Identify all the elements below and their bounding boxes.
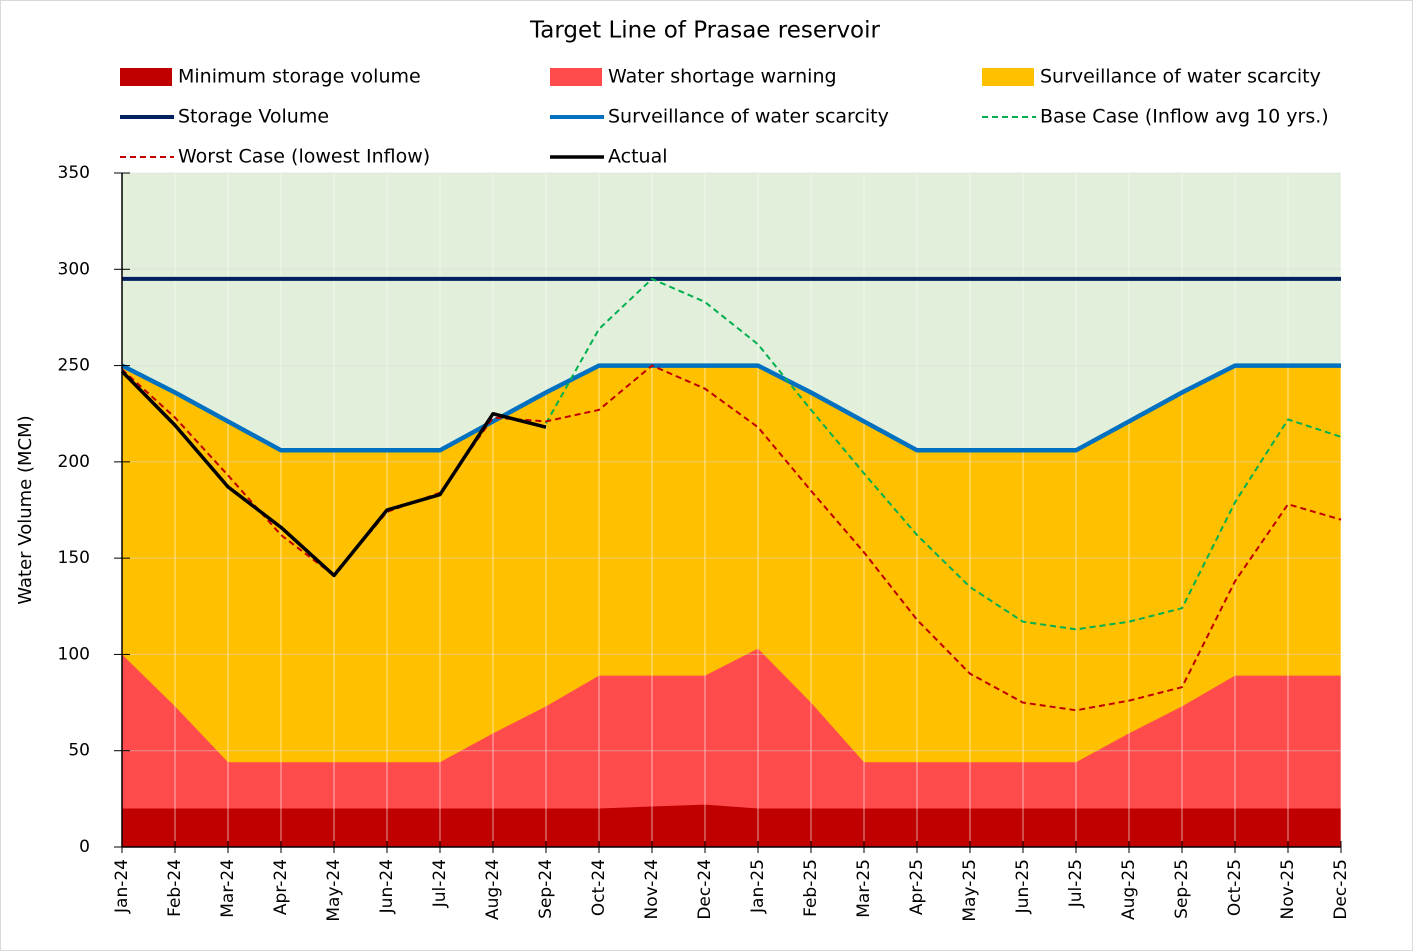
legend-swatch	[120, 68, 172, 86]
y-tick-label: 350	[58, 163, 90, 183]
x-tick-label: Apr-25	[907, 859, 927, 915]
legend-label: Surveillance of water scarcity	[1040, 66, 1321, 88]
area	[122, 365, 1341, 847]
x-tick-label: Nov-24	[642, 859, 662, 920]
x-tick-label: Jul-25	[1066, 859, 1086, 908]
x-tick-label: Mar-25	[854, 859, 874, 918]
y-tick-label: 300	[58, 259, 90, 279]
chart-title: Target Line of Prasae reservoir	[529, 18, 881, 44]
legend-label: Base Case (Inflow avg 10 yrs.)	[1040, 106, 1329, 128]
x-tick-label: Mar-24	[218, 859, 238, 918]
x-tick-label: Feb-25	[801, 859, 821, 917]
legend-label: Surveillance of water scarcity	[608, 106, 889, 128]
y-tick-label: 0	[79, 837, 90, 857]
x-tick-label: Sep-24	[536, 859, 556, 919]
area	[122, 648, 1341, 847]
legend-label: Worst Case (lowest Inflow)	[178, 146, 430, 168]
x-tick-label: Aug-24	[483, 859, 503, 920]
y-tick-label: 200	[58, 452, 90, 472]
x-tick-label: Jan-24	[112, 859, 132, 914]
y-tick-label: 50	[68, 741, 90, 761]
x-tick-label: Jan-25	[748, 859, 768, 914]
line	[120, 363, 1341, 453]
line	[545, 277, 1342, 631]
x-tick-label: Aug-25	[1119, 859, 1139, 920]
area	[122, 804, 1341, 847]
x-tick-label: Jun-25	[1013, 859, 1033, 914]
x-tick-label: Jul-24	[430, 859, 450, 908]
line	[120, 370, 547, 578]
legend-label: Water shortage warning	[608, 66, 837, 88]
x-tick-label: May-25	[960, 859, 980, 922]
y-tick-label: 150	[58, 548, 90, 568]
x-tick-label: Apr-24	[271, 859, 291, 915]
x-tick-label: Dec-25	[1331, 859, 1351, 920]
x-tick-label: Sep-25	[1172, 859, 1192, 919]
x-tick-label: Dec-24	[695, 859, 715, 920]
legend-label: Storage Volume	[178, 106, 329, 128]
y-tick-label: 100	[58, 644, 90, 664]
y-axis-label: Water Volume (MCM)	[15, 415, 36, 604]
x-tick-label: Feb-24	[165, 859, 185, 917]
x-tick-label: Jun-24	[377, 859, 397, 914]
legend-swatch	[982, 68, 1034, 86]
x-tick-label: May-24	[324, 859, 344, 922]
legend-label: Actual	[608, 146, 668, 168]
x-tick-label: Oct-24	[589, 859, 609, 916]
legend-swatch	[550, 68, 602, 86]
x-tick-label: Nov-25	[1278, 859, 1298, 920]
legend-label: Minimum storage volume	[178, 66, 421, 88]
y-tick-label: 250	[58, 356, 90, 376]
x-tick-label: Oct-25	[1225, 859, 1245, 916]
